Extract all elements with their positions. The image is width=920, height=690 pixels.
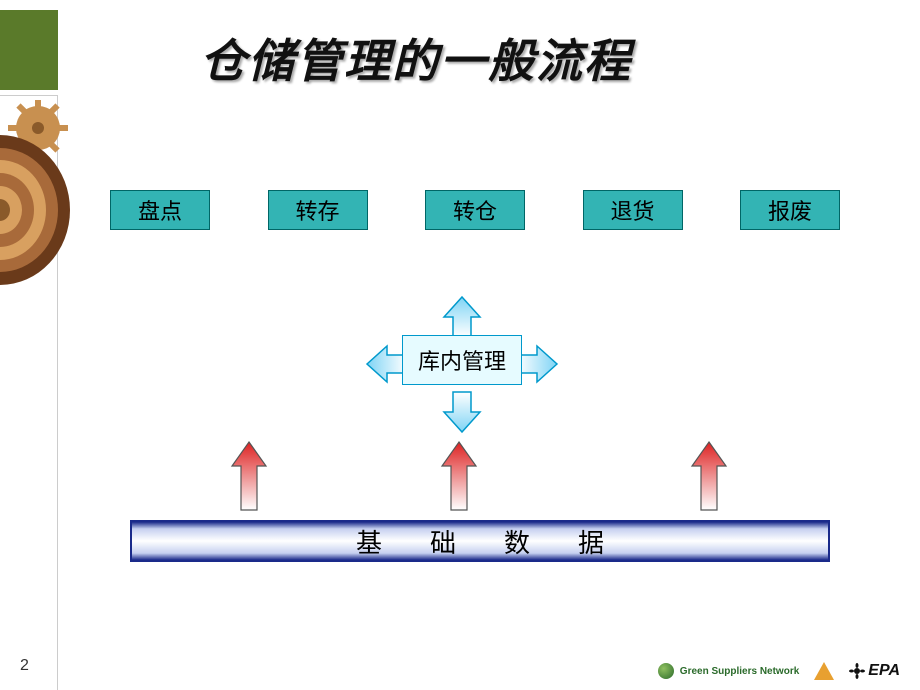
box-scrap: 报废 <box>740 190 840 230</box>
slide-title: 仓储管理的一般流程 <box>200 25 632 91</box>
base-data-bar: 基础数据 <box>130 520 830 562</box>
slide: 仓储管理的一般流程 盘点 转存 转仓 退货 报废 库内管理 <box>0 0 920 690</box>
center-cluster: 库内管理 <box>370 295 550 430</box>
gsn-text: Green Suppliers Network <box>680 666 799 677</box>
decor-wood-gear <box>0 100 90 290</box>
gsn-icon <box>658 663 674 679</box>
box-transfer-warehouse: 转仓 <box>425 190 525 230</box>
center-box: 库内管理 <box>402 335 522 385</box>
footer-logos: Green Suppliers Network EPA <box>658 662 900 680</box>
accent-bar <box>0 10 58 90</box>
arrow-down-icon <box>440 390 484 434</box>
red-arrow-2 <box>440 440 478 512</box>
logo-gsn: Green Suppliers Network <box>658 663 799 679</box>
process-boxes: 盘点 转存 转仓 退货 报废 <box>110 190 840 230</box>
box-transfer-store: 转存 <box>268 190 368 230</box>
box-inventory: 盘点 <box>110 190 210 230</box>
arrow-up-icon <box>440 295 484 339</box>
base-data-text: 基础数据 <box>308 523 652 560</box>
box-return: 退货 <box>583 190 683 230</box>
epa-flower-icon <box>849 663 865 679</box>
red-arrow-1 <box>230 440 268 512</box>
logo-triangle-icon <box>814 662 834 680</box>
logo-epa: EPA <box>849 662 900 680</box>
red-arrow-3 <box>690 440 728 512</box>
epa-text: EPA <box>868 662 900 680</box>
page-number: 2 <box>20 657 29 675</box>
